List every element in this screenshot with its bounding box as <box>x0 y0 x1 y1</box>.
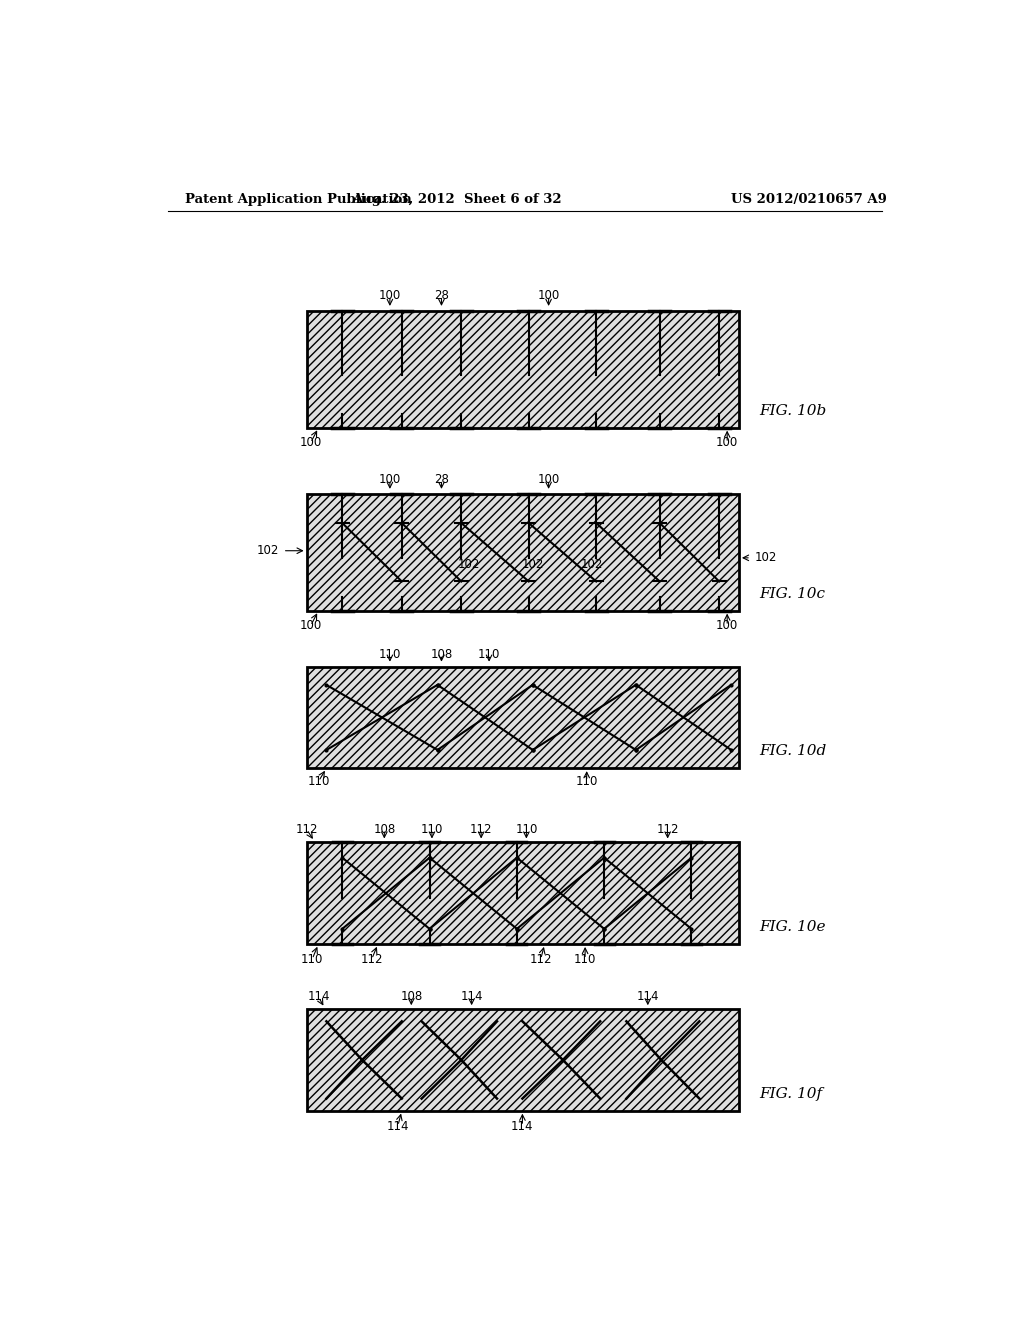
Text: 110: 110 <box>575 775 598 788</box>
Text: 110: 110 <box>421 822 443 836</box>
Bar <box>306 312 739 428</box>
Bar <box>306 842 739 944</box>
Text: 108: 108 <box>373 822 395 836</box>
Text: 112: 112 <box>656 822 679 836</box>
Bar <box>306 1008 739 1110</box>
Text: 100: 100 <box>538 289 560 302</box>
Text: 112: 112 <box>360 953 383 966</box>
Text: 102: 102 <box>755 552 777 565</box>
Text: 110: 110 <box>307 775 330 788</box>
Text: 108: 108 <box>400 990 423 1003</box>
Text: 114: 114 <box>387 1119 409 1133</box>
Text: 102: 102 <box>521 558 544 572</box>
Text: FIG. 10e: FIG. 10e <box>759 920 825 935</box>
Text: Patent Application Publication: Patent Application Publication <box>185 193 412 206</box>
Text: FIG. 10b: FIG. 10b <box>759 404 826 417</box>
Text: 100: 100 <box>538 473 560 486</box>
Text: 108: 108 <box>430 648 453 661</box>
Text: 114: 114 <box>511 1119 534 1133</box>
Text: 110: 110 <box>301 953 324 966</box>
Text: 110: 110 <box>379 648 401 661</box>
Text: 100: 100 <box>716 437 738 450</box>
Text: 112: 112 <box>470 822 493 836</box>
Text: 102: 102 <box>256 544 279 557</box>
Text: 102: 102 <box>458 558 480 572</box>
Text: 28: 28 <box>434 473 449 486</box>
Text: 100: 100 <box>379 289 401 302</box>
Text: 112: 112 <box>529 953 552 966</box>
Text: 114: 114 <box>637 990 659 1003</box>
Text: FIG. 10c: FIG. 10c <box>759 586 825 601</box>
Text: US 2012/0210657 A9: US 2012/0210657 A9 <box>731 193 887 206</box>
Text: 110: 110 <box>573 953 596 966</box>
Bar <box>306 494 739 611</box>
Bar <box>306 667 739 768</box>
Text: 100: 100 <box>716 619 738 632</box>
Text: 114: 114 <box>461 990 483 1003</box>
Text: 100: 100 <box>379 473 401 486</box>
Text: FIG. 10d: FIG. 10d <box>759 744 826 758</box>
Text: FIG. 10f: FIG. 10f <box>759 1086 822 1101</box>
Text: 28: 28 <box>434 289 449 302</box>
Text: 100: 100 <box>299 437 322 450</box>
Text: 110: 110 <box>515 822 538 836</box>
Text: 110: 110 <box>478 648 501 661</box>
Text: 102: 102 <box>581 558 603 572</box>
Text: 100: 100 <box>299 619 322 632</box>
Text: Aug. 23, 2012  Sheet 6 of 32: Aug. 23, 2012 Sheet 6 of 32 <box>352 193 562 206</box>
Text: 114: 114 <box>307 990 330 1003</box>
Text: 112: 112 <box>295 822 317 836</box>
